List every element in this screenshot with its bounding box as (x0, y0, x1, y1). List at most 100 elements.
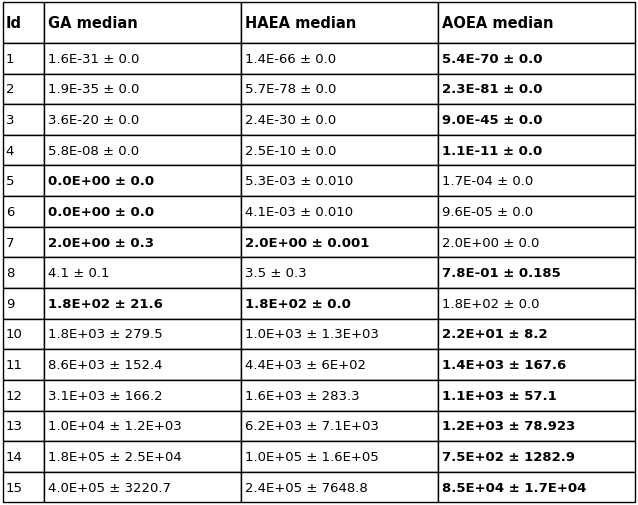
Bar (438, 441, 635, 472)
Text: 14: 14 (6, 450, 22, 463)
Text: 2.4E+05 ± 7648.8: 2.4E+05 ± 7648.8 (245, 481, 367, 494)
Text: 3.1E+03 ± 166.2: 3.1E+03 ± 166.2 (48, 389, 163, 402)
Text: 4.1E-03 ± 0.010: 4.1E-03 ± 0.010 (245, 206, 353, 219)
Bar (438, 105, 635, 135)
Text: 3.6E-20 ± 0.0: 3.6E-20 ± 0.0 (48, 114, 139, 127)
Bar (438, 288, 635, 319)
Text: 2.5E-10 ± 0.0: 2.5E-10 ± 0.0 (245, 144, 336, 158)
Text: 2.0E+00 ± 0.3: 2.0E+00 ± 0.3 (48, 236, 154, 249)
Text: 1.8E+02 ± 0.0: 1.8E+02 ± 0.0 (245, 297, 351, 310)
Text: 1.0E+04 ± 1.2E+03: 1.0E+04 ± 1.2E+03 (48, 420, 182, 432)
Bar (3, 3, 44, 44)
Text: 9.6E-05 ± 0.0: 9.6E-05 ± 0.0 (441, 206, 533, 219)
Bar (241, 105, 438, 135)
Text: 10: 10 (6, 328, 22, 341)
Bar (44, 472, 241, 502)
Bar (438, 380, 635, 411)
Bar (44, 74, 241, 105)
Text: 1.8E+02 ± 0.0: 1.8E+02 ± 0.0 (441, 297, 539, 310)
Text: 12: 12 (6, 389, 23, 402)
Text: 8.5E+04 ± 1.7E+04: 8.5E+04 ± 1.7E+04 (441, 481, 586, 494)
Text: 2.0E+00 ± 0.001: 2.0E+00 ± 0.001 (245, 236, 369, 249)
Bar (44, 441, 241, 472)
Bar (44, 258, 241, 288)
Text: 1: 1 (6, 53, 14, 66)
Text: 1.4E+03 ± 167.6: 1.4E+03 ± 167.6 (441, 359, 566, 371)
Bar (241, 380, 438, 411)
Bar (3, 411, 44, 441)
Bar (241, 349, 438, 380)
Text: 2: 2 (6, 83, 14, 96)
Bar (44, 105, 241, 135)
Text: 1.4E-66 ± 0.0: 1.4E-66 ± 0.0 (245, 53, 336, 66)
Bar (241, 258, 438, 288)
Text: 5.8E-08 ± 0.0: 5.8E-08 ± 0.0 (48, 144, 139, 158)
Bar (3, 349, 44, 380)
Bar (44, 135, 241, 166)
Text: 1.0E+05 ± 1.6E+05: 1.0E+05 ± 1.6E+05 (245, 450, 378, 463)
Bar (241, 44, 438, 74)
Bar (44, 349, 241, 380)
Text: 6: 6 (6, 206, 14, 219)
Bar (3, 166, 44, 196)
Bar (241, 441, 438, 472)
Bar (241, 319, 438, 349)
Bar (241, 227, 438, 258)
Bar (438, 166, 635, 196)
Text: 1.7E-04 ± 0.0: 1.7E-04 ± 0.0 (441, 175, 533, 188)
Text: 2.4E-30 ± 0.0: 2.4E-30 ± 0.0 (245, 114, 336, 127)
Bar (3, 135, 44, 166)
Text: 15: 15 (6, 481, 23, 494)
Bar (438, 319, 635, 349)
Bar (241, 74, 438, 105)
Text: 6.2E+03 ± 7.1E+03: 6.2E+03 ± 7.1E+03 (245, 420, 379, 432)
Text: 0.0E+00 ± 0.0: 0.0E+00 ± 0.0 (48, 175, 154, 188)
Bar (438, 227, 635, 258)
Text: 1.8E+05 ± 2.5E+04: 1.8E+05 ± 2.5E+04 (48, 450, 182, 463)
Bar (438, 472, 635, 502)
Text: 1.8E+02 ± 21.6: 1.8E+02 ± 21.6 (48, 297, 163, 310)
Text: 11: 11 (6, 359, 23, 371)
Text: 4.1 ± 0.1: 4.1 ± 0.1 (48, 267, 109, 280)
Bar (241, 288, 438, 319)
Text: 3.5 ± 0.3: 3.5 ± 0.3 (245, 267, 306, 280)
Bar (438, 74, 635, 105)
Text: 1.1E+03 ± 57.1: 1.1E+03 ± 57.1 (441, 389, 556, 402)
Bar (3, 196, 44, 227)
Text: 8.6E+03 ± 152.4: 8.6E+03 ± 152.4 (48, 359, 163, 371)
Bar (3, 319, 44, 349)
Text: 1.6E+03 ± 283.3: 1.6E+03 ± 283.3 (245, 389, 359, 402)
Text: Id: Id (6, 16, 22, 31)
Text: 1.6E-31 ± 0.0: 1.6E-31 ± 0.0 (48, 53, 139, 66)
Text: 2.0E+00 ± 0.0: 2.0E+00 ± 0.0 (441, 236, 539, 249)
Text: 4.0E+05 ± 3220.7: 4.0E+05 ± 3220.7 (48, 481, 171, 494)
Bar (241, 3, 438, 44)
Bar (3, 288, 44, 319)
Bar (44, 319, 241, 349)
Text: 3: 3 (6, 114, 14, 127)
Text: 9.0E-45 ± 0.0: 9.0E-45 ± 0.0 (441, 114, 542, 127)
Bar (44, 3, 241, 44)
Text: 1.1E-11 ± 0.0: 1.1E-11 ± 0.0 (441, 144, 542, 158)
Bar (3, 105, 44, 135)
Text: 0.0E+00 ± 0.0: 0.0E+00 ± 0.0 (48, 206, 154, 219)
Bar (44, 196, 241, 227)
Text: 13: 13 (6, 420, 23, 432)
Bar (438, 258, 635, 288)
Text: 5.7E-78 ± 0.0: 5.7E-78 ± 0.0 (245, 83, 336, 96)
Bar (44, 380, 241, 411)
Text: 1.0E+03 ± 1.3E+03: 1.0E+03 ± 1.3E+03 (245, 328, 379, 341)
Text: 9: 9 (6, 297, 14, 310)
Bar (3, 44, 44, 74)
Text: 5.3E-03 ± 0.010: 5.3E-03 ± 0.010 (245, 175, 353, 188)
Text: 5: 5 (6, 175, 14, 188)
Text: 1.2E+03 ± 78.923: 1.2E+03 ± 78.923 (441, 420, 575, 432)
Bar (44, 44, 241, 74)
Bar (3, 441, 44, 472)
Bar (438, 196, 635, 227)
Bar (438, 411, 635, 441)
Bar (438, 349, 635, 380)
Bar (3, 227, 44, 258)
Text: 2.2E+01 ± 8.2: 2.2E+01 ± 8.2 (441, 328, 547, 341)
Text: 5.4E-70 ± 0.0: 5.4E-70 ± 0.0 (441, 53, 542, 66)
